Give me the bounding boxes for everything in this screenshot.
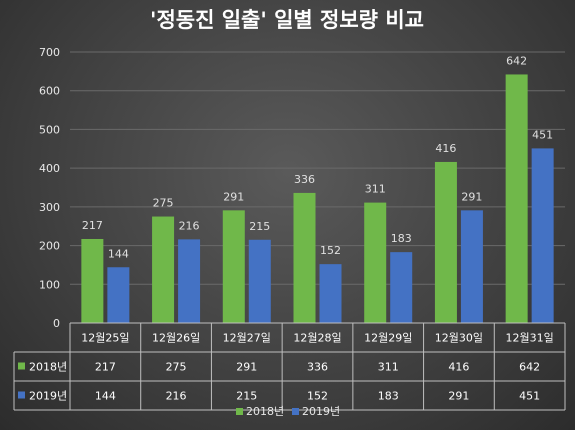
category-label: 12월27일 [223, 331, 271, 345]
table-cell: 291 [236, 361, 257, 374]
chart-title: '정동진 일출' 일별 정보량 비교 [150, 8, 424, 32]
bar-2019년-12월26일 [178, 239, 201, 323]
table-cell: 336 [307, 361, 328, 374]
bar-2019년-12월25일 [107, 267, 130, 323]
table-cell: 291 [448, 390, 469, 403]
table-cell: 144 [95, 390, 116, 403]
y-tick-label: 100 [39, 278, 60, 291]
y-axis: 0 100 200 300 400 500 600 700 [39, 46, 60, 330]
legend-label: 2018년 [246, 405, 284, 418]
y-tick-label: 200 [39, 240, 60, 253]
category-label: 12월29일 [364, 331, 412, 345]
bar-2018년-12월25일 [81, 238, 104, 323]
bar-2018년-12월30일 [434, 161, 457, 323]
bar-2018년-12월27일 [222, 210, 245, 323]
y-tick-label: 300 [39, 201, 60, 214]
legend-swatch [236, 408, 243, 415]
table-cell: 275 [166, 361, 187, 374]
y-tick-label: 400 [39, 162, 60, 175]
category-label: 12월30일 [435, 331, 483, 345]
legend: 2018년 2019년 [236, 405, 340, 418]
table-cell: 311 [378, 361, 399, 374]
y-tick-label: 500 [39, 123, 60, 136]
data-label: 183 [391, 232, 412, 245]
category-label: 12월25일 [81, 331, 129, 345]
data-label: 275 [153, 197, 174, 210]
bar-2019년-12월31일 [531, 148, 554, 323]
category-label: 12월28일 [293, 331, 341, 345]
gridlines [70, 51, 565, 285]
category-label: 12월31일 [506, 331, 554, 345]
data-label: 217 [82, 219, 103, 232]
data-label: 416 [435, 142, 456, 155]
data-table: 12월25일 12월26일 12월27일 12월28일 12월29일 12월30일 12월3… [13, 322, 566, 411]
table-cell: 451 [519, 390, 540, 403]
data-label: 291 [461, 190, 482, 203]
bar-2018년-12월29일 [364, 202, 387, 323]
data-label: 451 [532, 128, 553, 141]
data-label: 144 [108, 247, 129, 260]
bar-2019년-12월29일 [390, 252, 413, 323]
table-cell: 183 [378, 390, 399, 403]
table-legend-key [18, 391, 25, 399]
table-cell: 216 [166, 390, 187, 403]
table-legend-key [18, 362, 25, 370]
bar-2019년-12월30일 [460, 210, 483, 323]
data-label: 642 [506, 54, 527, 67]
legend-swatch [292, 408, 299, 415]
data-label: 291 [223, 190, 244, 203]
category-label: 12월26일 [152, 331, 200, 345]
y-tick-label: 700 [39, 46, 60, 59]
table-cell: 215 [236, 390, 257, 403]
legend-label: 2019년 [302, 405, 340, 418]
bar-2018년-12월26일 [152, 216, 175, 323]
table-cell: 152 [307, 390, 328, 403]
bar-2018년-12월28일 [293, 192, 316, 323]
y-tick-label: 0 [53, 317, 60, 330]
bars: 217 275 291 336 311 416 642 144 216 215 152 183 291 4… [81, 54, 554, 323]
data-label: 336 [294, 173, 315, 186]
data-label: 311 [365, 183, 386, 196]
table-series-label: 2018년 [29, 361, 67, 374]
bar-2019년-12월27일 [248, 239, 271, 323]
data-label: 216 [179, 219, 200, 232]
bar-2018년-12월31일 [505, 74, 528, 323]
bar-2019년-12월28일 [319, 264, 342, 323]
data-label: 152 [320, 244, 341, 257]
y-tick-label: 600 [39, 85, 60, 98]
table-series-label: 2019년 [29, 390, 67, 403]
table-cell: 642 [519, 361, 540, 374]
table-cell: 416 [448, 361, 469, 374]
table-cell: 217 [95, 361, 116, 374]
data-label: 215 [249, 220, 270, 233]
